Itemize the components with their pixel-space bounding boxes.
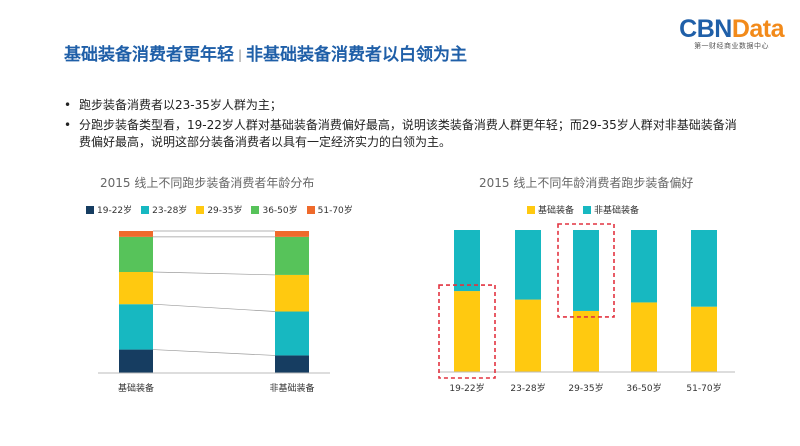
bar-segment [631, 230, 657, 303]
title-part-1: 基础装备消费者更年轻 [64, 45, 234, 65]
bullet-dot-icon: • [64, 118, 72, 132]
cbndata-logo: CBNData 第一财经商业数据中心 [679, 16, 784, 51]
bullet-item: • 跑步装备消费者以23-35岁人群为主； [64, 97, 744, 114]
bar-segment [631, 302, 657, 372]
legend-item: 基础装备 [527, 203, 574, 216]
bar-segment [119, 271, 153, 305]
bar-segment [119, 349, 153, 373]
legend-item: 29-35岁 [196, 203, 242, 216]
bar-segment [573, 310, 599, 372]
connector-line [152, 349, 276, 356]
logo-tagline: 第一财经商业数据中心 [694, 42, 770, 50]
bullet-list: • 跑步装备消费者以23-35岁人群为主； • 分跑步装备类型看，19-22岁人… [64, 97, 744, 154]
bullet-dot-icon: • [64, 98, 72, 112]
x-tick-label: 非基础装备 [269, 382, 314, 394]
legend-swatch [196, 205, 205, 214]
x-tick-label: 19-22岁 [449, 382, 484, 394]
x-tick-label: 23-28岁 [510, 382, 545, 394]
logo-wordmark-orange: Data [731, 15, 785, 43]
bullet-text: 跑步装备消费者以23-35岁人群为主； [79, 98, 282, 112]
bar-segment [515, 299, 541, 372]
legend-swatch [86, 205, 94, 214]
connector-line [152, 303, 276, 312]
bar-segment [515, 230, 541, 300]
logo-wordmark-blue: CBN [679, 15, 732, 43]
legend-swatch [306, 205, 315, 214]
bar-segment [119, 304, 153, 350]
bar-segment [119, 236, 153, 272]
legend-swatch [251, 205, 260, 214]
x-tick-label: 51-70岁 [686, 382, 721, 394]
legend-label: 非基础装备 [594, 206, 640, 216]
legend-item: 非基础装备 [583, 203, 639, 216]
bar-segment [691, 306, 717, 372]
bullet-item: • 分跑步装备类型看，19-22岁人群对基础装备消费偏好最高，说明该类装备消费人… [64, 117, 744, 151]
bar-segment [275, 231, 309, 237]
legend-label: 23-28岁 [152, 206, 188, 216]
legend-label: 19-22岁 [97, 206, 133, 216]
bar-segment [119, 231, 153, 237]
bar-segment [454, 230, 480, 292]
x-tick-label: 29-35岁 [568, 382, 603, 394]
chart-1-title: 2015 线上不同跑步装备消费者年龄分布 [100, 176, 315, 190]
logo-wordmark: CBNData [679, 16, 784, 42]
bar-segment [573, 230, 599, 311]
highlight-box [557, 223, 615, 318]
chart-2-legend: 基础装备 非基础装备 [527, 203, 648, 216]
bar-segment [275, 311, 309, 356]
chart-2-title: 2015 线上不同年龄消费者跑步装备偏好 [479, 176, 694, 190]
x-tick-label: 36-50岁 [626, 382, 661, 394]
legend-label: 36-50岁 [262, 206, 298, 216]
legend-label: 51-70岁 [317, 206, 353, 216]
title-separator: | [238, 48, 243, 62]
legend-item: 23-28岁 [141, 203, 187, 216]
legend-swatch [527, 205, 535, 214]
legend-swatch [141, 205, 150, 214]
bar-segment [275, 355, 309, 373]
bar-segment [691, 230, 717, 307]
bar-segment [275, 274, 309, 312]
bullet-text: 分跑步装备类型看，19-22岁人群对基础装备消费偏好最高，说明该类装备消费人群更… [79, 118, 737, 149]
legend-swatch [583, 205, 592, 214]
x-tick-label: 基础装备 [118, 382, 154, 394]
connector-line [152, 271, 276, 276]
title-part-2: 非基础装备消费者以白领为主 [246, 45, 468, 65]
legend-item: 51-70岁 [306, 203, 353, 216]
chart-1-legend: 19-22岁 23-28岁 29-35岁 36-50岁 51-70岁 [86, 203, 362, 216]
slide-title: 基础装备消费者更年轻 | 非基础装备消费者以白领为主 [64, 40, 467, 65]
bar-segment [454, 291, 480, 372]
legend-item: 36-50岁 [251, 203, 298, 216]
highlight-box [438, 284, 496, 379]
legend-label: 基础装备 [538, 206, 575, 216]
legend-label: 29-35岁 [207, 206, 243, 216]
bar-segment [275, 236, 309, 275]
legend-item: 19-22岁 [86, 203, 132, 216]
